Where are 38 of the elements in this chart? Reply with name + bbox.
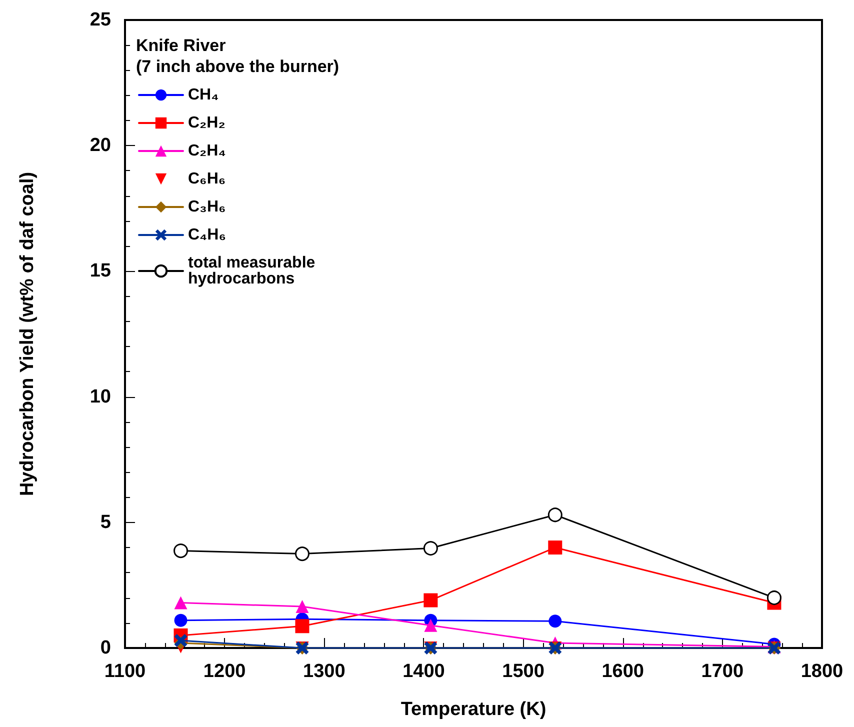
- legend-label: C₄H₆: [188, 226, 226, 244]
- x-tick-label: 1800: [800, 661, 844, 682]
- point: [424, 618, 438, 632]
- legend-label: C₃H₆: [188, 198, 226, 216]
- x-tick-label: 1400: [402, 661, 445, 682]
- point: [548, 614, 562, 628]
- point: [174, 596, 188, 610]
- point: [296, 600, 309, 614]
- point: [174, 634, 188, 647]
- x-axis-title: Temperature (K): [400, 699, 546, 720]
- point: [548, 540, 562, 555]
- point: [424, 593, 438, 608]
- x-tick-label: 1100: [104, 661, 146, 682]
- point: [766, 590, 782, 606]
- legend-label: total measurable hydrocarbons: [188, 254, 320, 288]
- legend-label: CH₄: [188, 86, 219, 104]
- legend-label: C₆H₆: [188, 170, 226, 188]
- point: [548, 508, 562, 522]
- x-tick-label: 1700: [701, 661, 744, 682]
- y-tick-label: 15: [90, 260, 112, 282]
- y-tick-label: 25: [90, 10, 112, 30]
- point: [423, 541, 438, 556]
- y-tick-label: 20: [90, 135, 111, 156]
- point: [295, 619, 310, 634]
- y-axis-title: Hydrocarbon Yield (wt% of daf coal): [17, 172, 38, 496]
- x-tick-label: 1600: [602, 661, 644, 682]
- x-tick-label: 1300: [303, 661, 346, 682]
- legend-title: Knife River (7 inch above the burner): [136, 36, 340, 76]
- y-tick-label: 0: [100, 638, 111, 658]
- point: [295, 546, 310, 562]
- legend-label: C₂H₄: [188, 142, 226, 160]
- point: [174, 544, 188, 558]
- y-tick-label: 5: [100, 512, 112, 533]
- legend-label: C₂H₂: [188, 114, 226, 132]
- y-tick-label: 10: [90, 386, 111, 408]
- x-tick-label: 1500: [502, 661, 544, 682]
- x-tick-label: 1200: [203, 661, 246, 682]
- point: [174, 614, 188, 627]
